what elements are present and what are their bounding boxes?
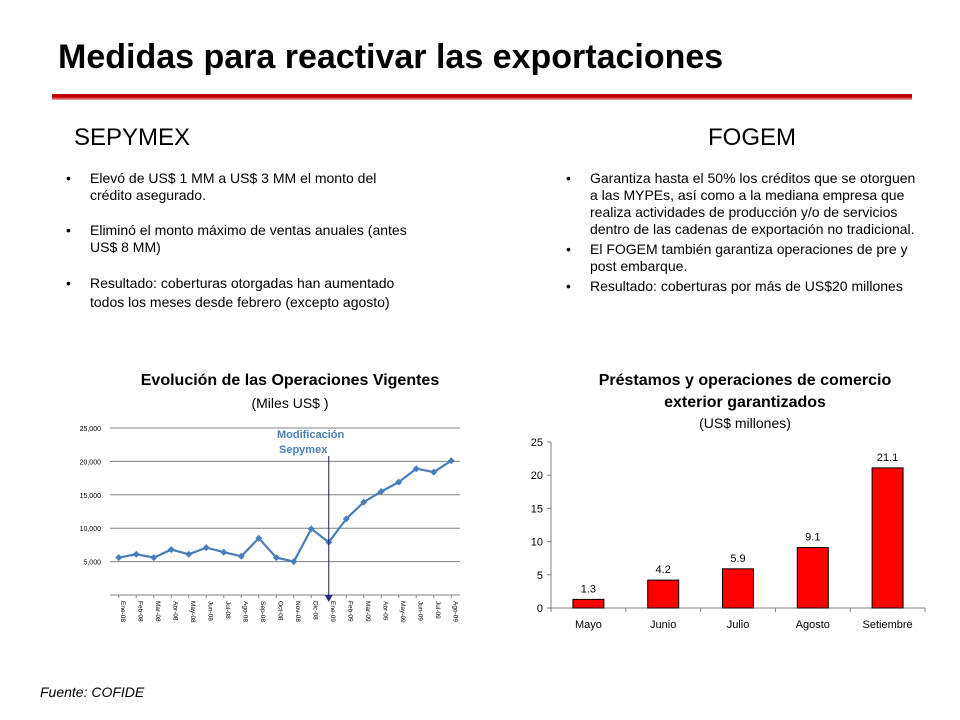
x-tick-label: Julio xyxy=(727,619,750,631)
y-tick-label: 0 xyxy=(537,603,543,615)
data-point xyxy=(255,534,263,542)
sepymex-bullet: Resultado: coberturas otorgadas han aume… xyxy=(62,274,422,312)
x-tick-label: Jul-08 xyxy=(224,601,231,619)
bar-chart-title: Préstamos y operaciones de comercio exte… xyxy=(540,370,950,414)
x-tick-label: Oct-08 xyxy=(276,601,283,621)
data-point xyxy=(430,468,438,476)
sepymex-bullet: Eliminó el monto máximo de ventas anuale… xyxy=(62,222,422,256)
x-tick-label: Abr-09 xyxy=(381,601,388,621)
data-point xyxy=(220,548,228,556)
sepymex-bullet-list: Elevó de US$ 1 MM a US$ 3 MM el monto de… xyxy=(62,170,422,330)
sepymex-heading: SEPYMEX xyxy=(74,124,191,151)
y-tick-label: 20 xyxy=(531,470,543,482)
x-tick-label: Jun-09 xyxy=(416,601,423,621)
bar-chart-title-line1: Préstamos y operaciones de comercio xyxy=(598,372,892,389)
bar-chart: 0 5 10 15 20 25 1.3 Mayo 4.2 Junio 5.9 Julio 9.1 Agos… xyxy=(531,437,926,631)
data-point xyxy=(342,515,350,523)
bar xyxy=(647,579,680,609)
page-title: Medidas para reactivar las exportaciones xyxy=(58,38,724,76)
x-tick-label: Abr-08 xyxy=(171,601,178,621)
y-tick-label: 10 xyxy=(531,537,543,549)
data-point xyxy=(395,478,403,486)
x-tick-label: Mayo xyxy=(575,619,602,631)
series-line xyxy=(118,459,452,563)
data-point xyxy=(115,554,123,562)
x-tick-label: May-09 xyxy=(399,601,406,623)
data-point xyxy=(290,558,298,566)
fogem-bullet-list: Garantiza hasta el 50% los créditos que … xyxy=(562,170,922,298)
x-tick-label: May-08 xyxy=(189,601,196,623)
bar-value-label: 21.1 xyxy=(877,452,898,464)
bar xyxy=(796,547,829,609)
y-tick-label: 25 xyxy=(531,437,543,449)
bar xyxy=(722,568,754,609)
source-note: Fuente: COFIDE xyxy=(40,684,145,700)
bar-value-label: 9.1 xyxy=(805,532,820,544)
x-tick-label: Agosto xyxy=(796,619,830,631)
data-point xyxy=(132,550,140,558)
fogem-bullet: Garantiza hasta el 50% los créditos que … xyxy=(562,170,922,238)
line-chart-title: Evolución de las Operaciones Vigentes xyxy=(140,372,440,389)
y-tick-label: 5 xyxy=(537,570,543,582)
x-tick-label: Sep-08 xyxy=(259,601,266,622)
y-tick-label: 5,000 xyxy=(83,560,101,567)
title-divider xyxy=(52,94,912,100)
line-chart-subtitle: (Miles US$ ) xyxy=(251,395,329,411)
y-tick-label: 25,000 xyxy=(80,426,102,433)
bar-value-label: 1.3 xyxy=(581,583,596,595)
x-tick-label: Jun-08 xyxy=(206,601,213,621)
sepymex-bullet: Elevó de US$ 1 MM a US$ 3 MM el monto de… xyxy=(62,170,422,204)
fogem-bullet: Resultado: coberturas por más de US$20 m… xyxy=(562,278,922,295)
data-point xyxy=(360,498,368,506)
x-tick-label: Feb-08 xyxy=(136,601,143,622)
x-tick-label: Setiembre xyxy=(863,619,913,631)
x-tick-label: Ene-08 xyxy=(119,601,126,622)
annotation-arrow xyxy=(324,595,333,602)
data-point xyxy=(237,552,245,560)
x-tick-label: Jul-09 xyxy=(434,601,441,619)
line-chart: 5,000 10,000 15,000 20,000 25,000 Ene-08 Feb-0… xyxy=(80,426,460,623)
x-tick-label: Mar-09 xyxy=(364,601,371,622)
data-point xyxy=(377,487,385,495)
y-tick-label: 15 xyxy=(531,503,543,515)
x-tick-label: Ago-09 xyxy=(451,601,458,622)
bar-chart-title-line2: exterior garantizados xyxy=(664,394,826,411)
bar-chart-subtitle: (US$ millones) xyxy=(699,415,791,431)
x-tick-label: Mar-08 xyxy=(154,601,161,622)
data-point xyxy=(167,546,175,554)
data-point xyxy=(412,465,420,473)
data-point xyxy=(202,544,210,552)
x-tick-label: Feb-09 xyxy=(346,601,353,622)
data-point xyxy=(150,554,158,562)
x-tick-label: Junio xyxy=(650,619,676,631)
annotation-label: Modificación xyxy=(277,429,345,441)
y-tick-label: 20,000 xyxy=(80,459,102,466)
annotation-label: Sepymex xyxy=(279,444,328,456)
fogem-heading: FOGEM xyxy=(708,124,796,151)
bar xyxy=(572,598,605,609)
fogem-bullet: El FOGEM también garantiza operaciones d… xyxy=(562,241,922,275)
data-point xyxy=(272,554,280,562)
data-point xyxy=(185,550,193,558)
x-tick-label: Dic-08 xyxy=(311,601,318,620)
bar-value-label: 5.9 xyxy=(730,553,745,565)
data-point xyxy=(307,525,315,533)
bar xyxy=(871,467,904,609)
y-tick-label: 10,000 xyxy=(80,526,102,533)
data-point xyxy=(447,457,455,465)
bar-value-label: 4.2 xyxy=(656,564,671,576)
x-tick-label: Ene-09 xyxy=(329,601,336,622)
x-tick-label: Ago-08 xyxy=(241,601,248,622)
x-tick-label: Nov-08 xyxy=(294,601,301,622)
y-tick-label: 15,000 xyxy=(80,493,102,500)
